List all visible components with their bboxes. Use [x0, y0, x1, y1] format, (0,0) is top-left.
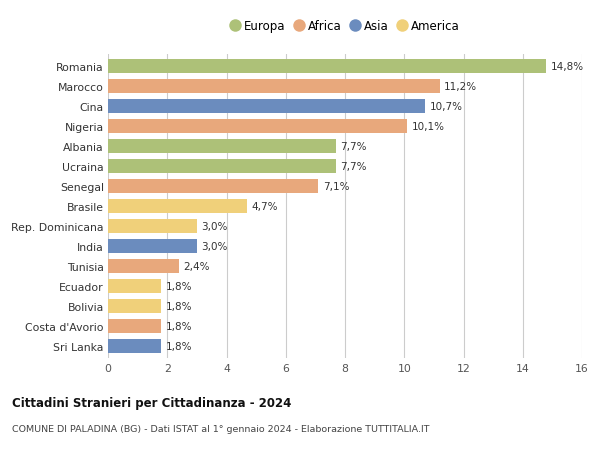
Bar [108, 140, 336, 154]
Text: 1,8%: 1,8% [166, 321, 192, 331]
Bar [108, 60, 547, 74]
Text: 1,8%: 1,8% [166, 281, 192, 291]
Text: 10,7%: 10,7% [430, 102, 463, 112]
Text: 3,0%: 3,0% [202, 222, 227, 231]
Text: 7,1%: 7,1% [323, 182, 349, 191]
Bar [108, 279, 161, 293]
Text: 1,8%: 1,8% [166, 301, 192, 311]
Bar [108, 259, 179, 274]
Bar [108, 179, 319, 194]
Bar [108, 339, 161, 353]
Text: 3,0%: 3,0% [202, 241, 227, 252]
Bar [108, 199, 247, 214]
Legend: Europa, Africa, Asia, America: Europa, Africa, Asia, America [225, 16, 465, 38]
Text: 7,7%: 7,7% [341, 142, 367, 152]
Text: 7,7%: 7,7% [341, 162, 367, 172]
Text: Cittadini Stranieri per Cittadinanza - 2024: Cittadini Stranieri per Cittadinanza - 2… [12, 396, 292, 409]
Bar [108, 219, 197, 234]
Text: 11,2%: 11,2% [444, 82, 478, 92]
Text: 4,7%: 4,7% [251, 202, 278, 212]
Text: 2,4%: 2,4% [184, 261, 210, 271]
Bar [108, 80, 440, 94]
Bar [108, 120, 407, 134]
Bar [108, 100, 425, 114]
Bar [108, 299, 161, 313]
Bar [108, 160, 336, 174]
Text: 1,8%: 1,8% [166, 341, 192, 351]
Text: 14,8%: 14,8% [551, 62, 584, 72]
Bar [108, 239, 197, 253]
Text: 10,1%: 10,1% [412, 122, 445, 132]
Bar [108, 319, 161, 333]
Text: COMUNE DI PALADINA (BG) - Dati ISTAT al 1° gennaio 2024 - Elaborazione TUTTITALI: COMUNE DI PALADINA (BG) - Dati ISTAT al … [12, 425, 430, 433]
